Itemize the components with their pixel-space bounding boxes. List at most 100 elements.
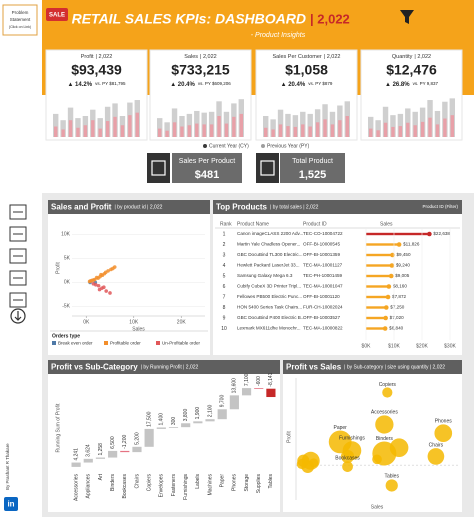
kpi-year: | 2,022 [96, 54, 113, 60]
mini-icon-box [147, 153, 170, 183]
kpi-change-pct: ▲ 20.4% [281, 82, 306, 88]
scatter-point [94, 275, 99, 280]
sales-label: $9,450 [396, 252, 410, 257]
kpi-cy-bar [239, 113, 243, 137]
scatter-point [97, 287, 102, 292]
mini-value: 1,525 [299, 169, 327, 181]
x-tick-label: Art [98, 473, 104, 480]
y-tick-label: 5K [64, 256, 71, 262]
rank: 6 [223, 284, 226, 290]
product-name: Hewlett Packard LaserJet 33... [237, 263, 300, 268]
kpi-cy-bar [135, 112, 139, 137]
kpi-change-pct: ▲ 20.4% [170, 82, 195, 88]
kpi-py-bar [390, 115, 396, 137]
kpi-value: $733,215 [171, 62, 230, 78]
sales-bar [366, 285, 389, 288]
panel-title-main: Profit vs Sales [286, 363, 342, 372]
problem-link[interactable]: (Click on Link) [9, 25, 31, 29]
kpi-cy-bar [105, 121, 110, 137]
nav-icon [9, 248, 27, 264]
scatter-point [91, 278, 96, 282]
badge-text: SALE [49, 13, 65, 19]
waterfall-bar [168, 427, 179, 428]
sales-label: $11,826 [403, 242, 420, 247]
kpi-cy-bar [338, 120, 342, 137]
sales-label: $9,005 [395, 273, 409, 278]
x-tick-label: $0K [362, 343, 372, 349]
nav-icon [9, 204, 27, 220]
product-name: Fellowes PB500 Electric Punc... [237, 294, 302, 299]
sales-dot [386, 284, 392, 289]
problem-box [2, 4, 38, 36]
x-tick-label: Chairs [134, 474, 140, 489]
kpi-cy-bar [315, 122, 320, 137]
product-id: OFF-BI-10003527 [303, 315, 340, 320]
bubble [296, 458, 307, 470]
legend-swatch [156, 341, 160, 345]
bubble [342, 461, 353, 472]
scatter-point [108, 291, 112, 295]
product-name: HON 5400 Series Task Chairs... [237, 305, 302, 310]
value-label: 4,241 [73, 448, 79, 461]
mini-label: Sales Per Product [179, 158, 235, 165]
kpi-year: | 2,022 [324, 54, 341, 60]
sales-dot [390, 252, 395, 258]
linkedin-icon[interactable] [4, 497, 18, 511]
nav-down-arrow [14, 311, 22, 321]
nav-icon [9, 292, 27, 308]
product-id: OFF-BI-10001359 [303, 252, 340, 257]
legend-label: Un-Profitable order [162, 341, 201, 346]
panel-title: Top Products | by total sales | 2,022 [216, 203, 319, 212]
filter-icon[interactable] [400, 10, 414, 24]
bubble [389, 438, 409, 458]
kpi-cy-bar [293, 126, 298, 137]
sales-dot [383, 315, 388, 321]
value-label: 2,100 [207, 404, 213, 417]
nav-down-icon[interactable] [10, 308, 26, 324]
waterfall-bar [108, 450, 118, 458]
x-tick-label: $20K [416, 343, 428, 349]
kpi-cy-bar [398, 126, 403, 137]
waterfall-bar [181, 423, 191, 428]
kpi-change-pct: ▲ 14.2% [67, 82, 92, 88]
sales-label: $8,160 [393, 284, 407, 289]
dashboard-subtitle: - Product Insights [251, 32, 306, 39]
rank: 1 [223, 231, 226, 237]
panel [213, 200, 462, 355]
kpi-vs: vs. PY 9,837 [413, 81, 439, 86]
sales-label: $7,020 [390, 315, 404, 320]
product-name: Cubify CubeX 3D Printer Tripl... [237, 284, 301, 289]
value-label: 1,900 [195, 407, 201, 420]
kpi-cy-bar [68, 120, 73, 137]
kpi-value: $12,476 [386, 62, 437, 78]
legend-label: Current Year (CY) [209, 143, 249, 149]
kpi-change: ▲ 14.2% vs. PY $81,795 [67, 81, 126, 87]
value-label: 3,800 [183, 409, 189, 422]
panel-title-bar [48, 200, 210, 214]
kpi-vs: vs. PY $609,206 [198, 81, 231, 86]
x-tick-label: Copiers [146, 474, 152, 492]
kpi-cy-bar [180, 126, 184, 137]
kpi-py-bar [97, 118, 103, 137]
nav-icon [9, 226, 27, 242]
value-label: 1,258 [98, 443, 104, 456]
sales-bar [366, 264, 392, 267]
x-axis-label: Sales [371, 504, 384, 510]
sales-bar [366, 295, 389, 299]
bubble-label: Copiers [379, 382, 397, 388]
column-header: Product Name [237, 221, 269, 227]
panel-title-bar [48, 360, 280, 374]
x-tick-label: Paper [220, 474, 226, 488]
bubble [372, 454, 382, 465]
legend-label: Profitable order [110, 341, 141, 346]
bubble [340, 449, 355, 464]
bubble [375, 415, 394, 434]
kpi-label: Profit | 2,022 [81, 54, 113, 60]
value-label: 9,700 [220, 395, 226, 408]
waterfall-bar [254, 388, 264, 389]
bubble-label: Furnishings [339, 436, 365, 442]
kpi-py-bar [434, 110, 441, 137]
kpi-cy-bar [202, 124, 206, 137]
panel-subtitle: | by Sub-category | size using quantity … [344, 365, 445, 371]
